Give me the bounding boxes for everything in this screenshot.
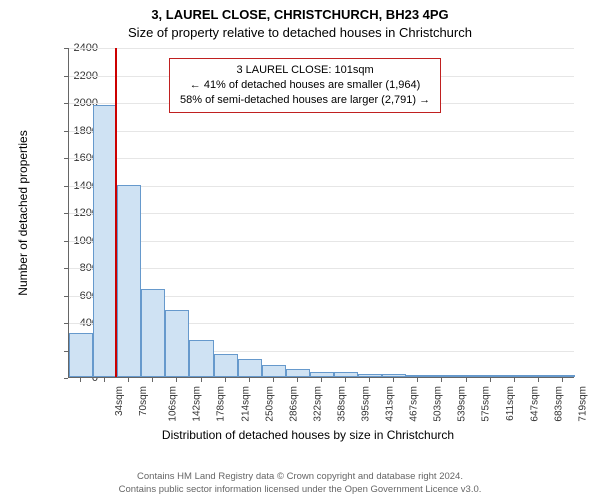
- histogram-bar: [382, 374, 406, 377]
- y-axis-label: Number of detached properties: [16, 130, 30, 295]
- chart-title-block: 3, LAUREL CLOSE, CHRISTCHURCH, BH23 4PG …: [0, 0, 600, 41]
- x-tick-mark: [152, 378, 153, 382]
- x-tick-mark: [273, 378, 274, 382]
- x-tick-label: 178sqm: [216, 386, 227, 422]
- x-tick-mark: [345, 378, 346, 382]
- histogram-bar: [69, 333, 93, 377]
- x-tick-label: 719sqm: [577, 386, 588, 422]
- histogram-bar: [334, 372, 358, 377]
- x-tick-label: 142sqm: [192, 386, 203, 422]
- histogram-bar: [406, 375, 430, 377]
- x-tick-label: 575sqm: [481, 386, 492, 422]
- footer-line-2: Contains public sector information licen…: [0, 484, 600, 496]
- x-tick-mark: [466, 378, 467, 382]
- subtitle: Size of property relative to detached ho…: [0, 24, 600, 42]
- grid-line: [69, 158, 574, 159]
- callout-line-1: 3 LAUREL CLOSE: 101sqm: [180, 63, 430, 78]
- x-tick-label: 395sqm: [361, 386, 372, 422]
- histogram-bar: [430, 375, 454, 377]
- histogram-bar: [551, 375, 575, 377]
- histogram-bar: [455, 375, 479, 377]
- x-tick-label: 683sqm: [553, 386, 564, 422]
- x-tick-mark: [417, 378, 418, 382]
- histogram-bar: [189, 340, 213, 377]
- x-tick-mark: [490, 378, 491, 382]
- x-tick-label: 322sqm: [312, 386, 323, 422]
- x-tick-mark: [562, 378, 563, 382]
- callout-line-2: ← 41% of detached houses are smaller (1,…: [180, 78, 430, 93]
- histogram-bar: [214, 354, 238, 377]
- x-tick-mark: [538, 378, 539, 382]
- histogram-bar: [358, 374, 382, 377]
- grid-line: [69, 268, 574, 269]
- x-tick-label: 34sqm: [114, 386, 125, 416]
- x-tick-mark: [297, 378, 298, 382]
- x-tick-mark: [201, 378, 202, 382]
- footer-line-1: Contains HM Land Registry data © Crown c…: [0, 471, 600, 483]
- grid-line: [69, 131, 574, 132]
- x-tick-mark: [104, 378, 105, 382]
- x-tick-label: 286sqm: [288, 386, 299, 422]
- grid-line: [69, 241, 574, 242]
- histogram-bar: [93, 105, 117, 377]
- x-tick-mark: [249, 378, 250, 382]
- grid-line: [69, 186, 574, 187]
- x-tick-label: 431sqm: [385, 386, 396, 422]
- x-tick-mark: [321, 378, 322, 382]
- histogram-bar: [527, 375, 551, 377]
- x-tick-mark: [441, 378, 442, 382]
- x-tick-mark: [128, 378, 129, 382]
- x-tick-label: 250sqm: [264, 386, 275, 422]
- x-tick-label: 214sqm: [240, 386, 251, 422]
- x-tick-mark: [80, 378, 81, 382]
- property-marker-line: [115, 48, 117, 377]
- histogram-bar: [262, 365, 286, 377]
- callout-line-3: 58% of semi-detached houses are larger (…: [180, 93, 430, 108]
- x-tick-label: 647sqm: [529, 386, 540, 422]
- footer-attribution: Contains HM Land Registry data © Crown c…: [0, 471, 600, 496]
- histogram-bar: [238, 359, 262, 377]
- histogram-bar: [141, 289, 165, 377]
- chart-container: Number of detached properties 0200400600…: [38, 48, 578, 428]
- histogram-bar: [165, 310, 189, 377]
- x-tick-mark: [176, 378, 177, 382]
- histogram-bar: [479, 375, 503, 377]
- x-tick-label: 611sqm: [504, 386, 515, 421]
- x-axis-label: Distribution of detached houses by size …: [38, 428, 578, 442]
- x-tick-label: 539sqm: [457, 386, 468, 422]
- plot-area: 3 LAUREL CLOSE: 101sqm ← 41% of detached…: [68, 48, 574, 378]
- x-tick-mark: [369, 378, 370, 382]
- histogram-bar: [117, 185, 141, 378]
- x-tick-label: 503sqm: [433, 386, 444, 422]
- x-tick-label: 106sqm: [168, 386, 179, 422]
- x-tick-mark: [514, 378, 515, 382]
- grid-line: [69, 213, 574, 214]
- address-title: 3, LAUREL CLOSE, CHRISTCHURCH, BH23 4PG: [0, 6, 600, 24]
- histogram-bar: [286, 369, 310, 377]
- x-tick-mark: [225, 378, 226, 382]
- histogram-bar: [503, 375, 527, 377]
- x-tick-mark: [393, 378, 394, 382]
- callout-box: 3 LAUREL CLOSE: 101sqm ← 41% of detached…: [169, 58, 441, 113]
- grid-line: [69, 48, 574, 49]
- histogram-bar: [310, 372, 334, 378]
- x-tick-label: 467sqm: [409, 386, 420, 422]
- x-tick-label: 358sqm: [336, 386, 347, 422]
- x-tick-label: 70sqm: [138, 386, 149, 416]
